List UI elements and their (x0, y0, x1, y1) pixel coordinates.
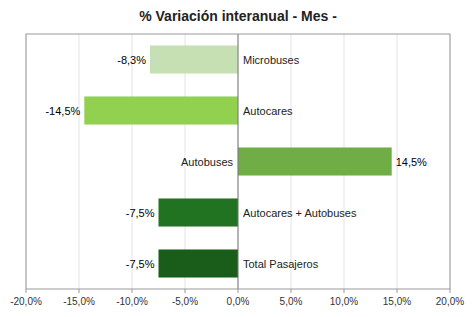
data-label: -7,5% (126, 207, 155, 219)
tick-mark (238, 289, 239, 293)
grid-line (132, 34, 133, 289)
category-label: Autobuses (181, 156, 233, 168)
tick-mark (291, 289, 292, 293)
grid-line (238, 34, 239, 289)
tick-label: 5,0% (280, 296, 303, 307)
data-label: 14,5% (396, 156, 427, 168)
tick-mark (132, 289, 133, 293)
chart-title: % Variación interanual - Mes - (139, 8, 337, 24)
chart-svg: -20,0% -15,0% -10,0% -5,0% 0,0% 5,0% 10,0% 15,0… (0, 0, 476, 317)
tick-label: 10,0% (330, 296, 358, 307)
tick-mark (79, 289, 80, 293)
plot-frame (26, 34, 450, 289)
data-label: -7,5% (126, 258, 155, 270)
tick-label: -10,0% (116, 296, 148, 307)
tick-label: 0,0% (227, 296, 250, 307)
tick-label: -5,0% (172, 296, 198, 307)
data-label: -14,5% (45, 105, 80, 117)
zero-line (238, 34, 239, 289)
bar (159, 249, 239, 277)
bar (150, 45, 238, 73)
tick-label: 15,0% (383, 296, 411, 307)
tick-mark (450, 289, 451, 293)
category-label: Total Pasajeros (243, 258, 319, 270)
tick-mark (26, 289, 27, 293)
category-label: Autocares (243, 105, 293, 117)
tick-label: -15,0% (63, 296, 95, 307)
data-label: -8,3% (117, 54, 146, 66)
tick-label: -20,0% (10, 296, 42, 307)
tick-mark (397, 289, 398, 293)
bar (238, 147, 392, 175)
category-label: Autocares + Autobuses (243, 207, 357, 219)
chart-container: -20,0% -15,0% -10,0% -5,0% 0,0% 5,0% 10,0% 15,0… (0, 0, 476, 317)
bar (159, 198, 239, 226)
bar (84, 96, 238, 124)
grid-line (79, 34, 80, 289)
category-label: Microbuses (243, 54, 300, 66)
tick-mark (185, 289, 186, 293)
tick-label: 20,0% (436, 296, 464, 307)
plot-area (26, 34, 450, 289)
tick-mark (344, 289, 345, 293)
